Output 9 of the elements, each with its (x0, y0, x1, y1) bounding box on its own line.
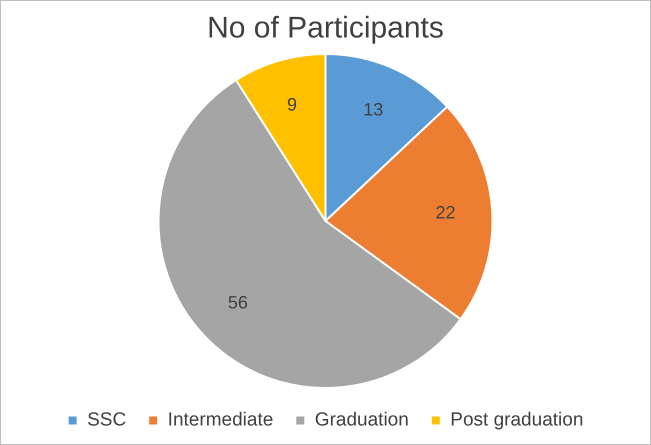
data-label: 56 (228, 292, 248, 312)
chart-title: No of Participants (207, 11, 444, 44)
legend-label: Post graduation (450, 410, 584, 431)
legend-label: Graduation (314, 410, 409, 431)
data-label: 13 (363, 100, 384, 120)
legend-label: Intermediate (168, 410, 274, 431)
legend-label: SSC (87, 410, 126, 431)
data-label: 9 (286, 94, 297, 115)
data-label: 22 (435, 202, 456, 222)
